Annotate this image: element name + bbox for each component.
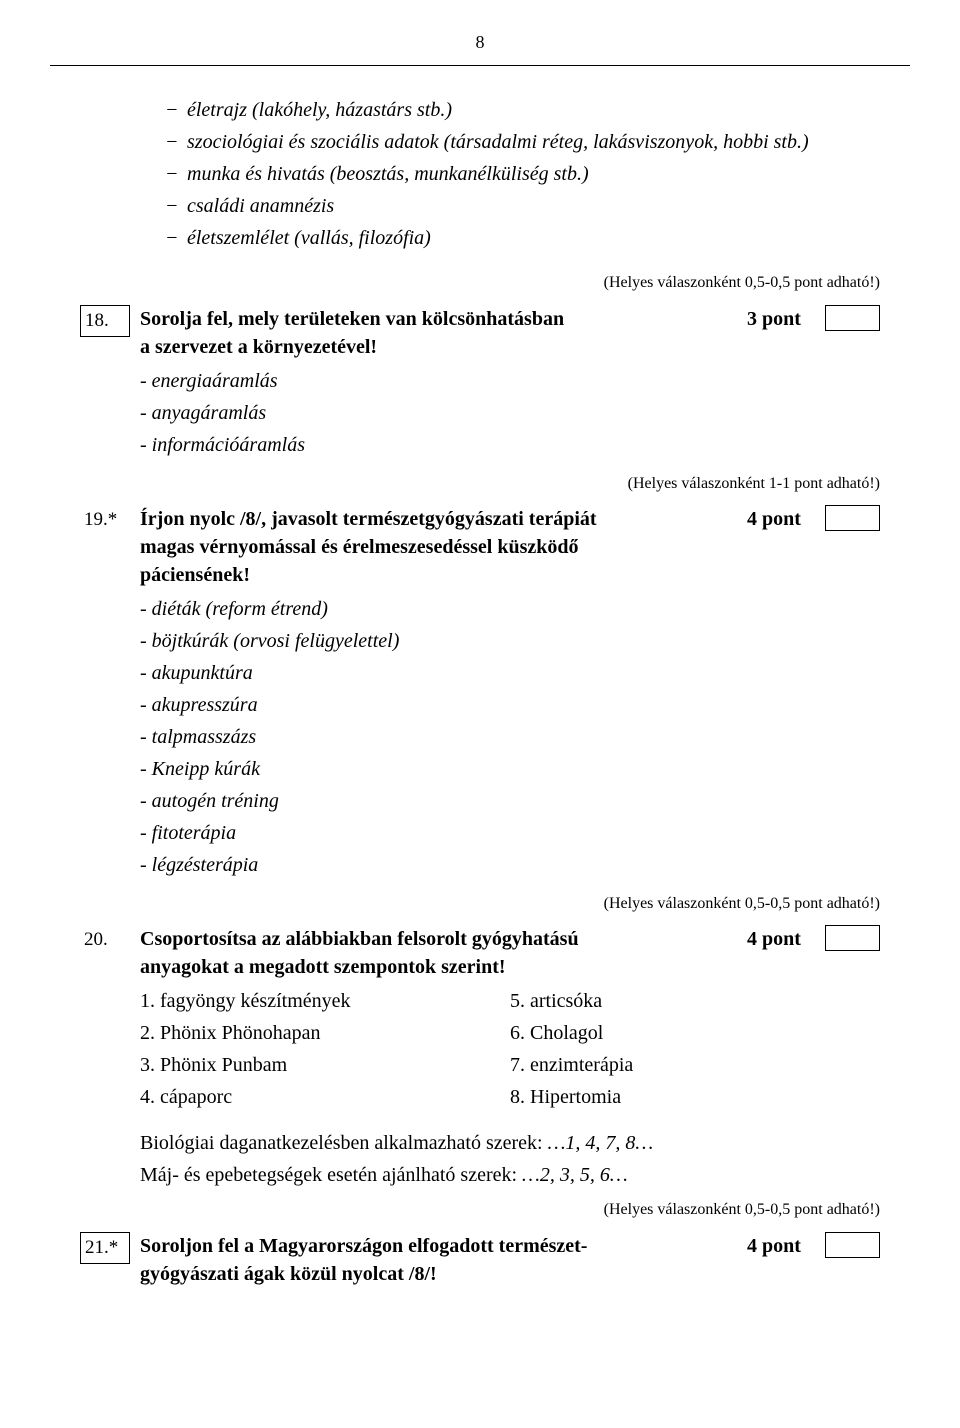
question-number: 18. xyxy=(80,305,130,338)
question-text: Sorolja fel, mely területeken van kölcsö… xyxy=(140,305,737,361)
question-points: 4 pont xyxy=(747,925,817,953)
score-box[interactable] xyxy=(825,305,880,331)
scoring-note: (Helyes válaszonként 0,5-0,5 pont adható… xyxy=(80,893,880,915)
question-number: 19.* xyxy=(80,505,130,536)
answer-line: Máj- és epebetegségek esetén ajánlható s… xyxy=(140,1161,880,1189)
intro-list: életrajz (lakóhely, házastárs stb.) szoc… xyxy=(165,96,880,252)
options-col-left: 1. fagyöngy készítmények 2. Phönix Phöno… xyxy=(140,987,510,1115)
option-item: 1. fagyöngy készítmények xyxy=(140,987,510,1015)
answer-item: - akupunktúra xyxy=(140,659,880,687)
options-col-right: 5. articsóka 6. Cholagol 7. enzimterápia… xyxy=(510,987,880,1115)
score-box[interactable] xyxy=(825,1232,880,1258)
scoring-note: (Helyes válaszonként 1-1 pont adható!) xyxy=(80,473,880,495)
question-19: 19.* Írjon nyolc /8/, javasolt természet… xyxy=(80,505,880,589)
question-21: 21.* Soroljon fel a Magyarországon elfog… xyxy=(80,1232,880,1288)
q-line: magas vérnyomással és érelmeszesedéssel … xyxy=(140,536,578,558)
answer-lines-20: Biológiai daganatkezelésben alkalmazható… xyxy=(140,1129,880,1189)
answer-item: - légzésterápia xyxy=(140,851,880,879)
answer-item: - információáramlás xyxy=(140,431,880,459)
answer-line: Biológiai daganatkezelésben alkalmazható… xyxy=(140,1129,880,1157)
q-line: Írjon nyolc /8/, javasolt természetgyógy… xyxy=(140,508,597,530)
intro-item: családi anamnézis xyxy=(165,192,880,220)
answer-label: Máj- és epebetegségek esetén ajánlható s… xyxy=(140,1164,517,1186)
answer-value: …1, 4, 7, 8… xyxy=(548,1132,654,1154)
score-box[interactable] xyxy=(825,925,880,951)
option-item: 6. Cholagol xyxy=(510,1019,880,1047)
answer-list-19: - diéták (reform étrend) - böjtkúrák (or… xyxy=(140,595,880,879)
question-points: 4 pont xyxy=(747,1232,817,1260)
intro-item: munka és hivatás (beosztás, munkanélküli… xyxy=(165,160,880,188)
q-line: anyagokat a megadott szempontok szerint! xyxy=(140,956,506,978)
answer-item: - Kneipp kúrák xyxy=(140,755,880,783)
answer-item: - talpmasszázs xyxy=(140,723,880,751)
page-number: 8 xyxy=(80,30,880,55)
intro-item: életszemlélet (vallás, filozófia) xyxy=(165,224,880,252)
q-line: gyógyászati ágak közül nyolcat /8/! xyxy=(140,1263,437,1285)
question-number: 20. xyxy=(80,925,130,956)
option-item: 5. articsóka xyxy=(510,987,880,1015)
question-20: 20. Csoportosítsa az alábbiakban felsoro… xyxy=(80,925,880,981)
option-item: 7. enzimterápia xyxy=(510,1051,880,1079)
answer-item: - böjtkúrák (orvosi felügyelettel) xyxy=(140,627,880,655)
answer-item: - fitoterápia xyxy=(140,819,880,847)
answer-item: - akupresszúra xyxy=(140,691,880,719)
answer-item: - autogén tréning xyxy=(140,787,880,815)
option-item: 4. cápaporc xyxy=(140,1083,510,1111)
q-line: a szervezet a környezetével! xyxy=(140,336,377,358)
answer-label: Biológiai daganatkezelésben alkalmazható… xyxy=(140,1132,543,1154)
option-item: 2. Phönix Phönohapan xyxy=(140,1019,510,1047)
option-item: 8. Hipertomia xyxy=(510,1083,880,1111)
answer-item: - energiaáramlás xyxy=(140,367,880,395)
answer-value: …2, 3, 5, 6… xyxy=(522,1164,628,1186)
scoring-note: (Helyes válaszonként 0,5-0,5 pont adható… xyxy=(80,1199,880,1221)
score-box[interactable] xyxy=(825,505,880,531)
question-18: 18. Sorolja fel, mely területeken van kö… xyxy=(80,305,880,361)
answer-item: - diéták (reform étrend) xyxy=(140,595,880,623)
options-columns: 1. fagyöngy készítmények 2. Phönix Phöno… xyxy=(140,987,880,1115)
q-line: páciensének! xyxy=(140,564,250,586)
q-line: Soroljon fel a Magyarországon elfogadott… xyxy=(140,1235,587,1257)
divider xyxy=(50,65,910,66)
q-line: Sorolja fel, mely területeken van kölcsö… xyxy=(140,308,564,330)
intro-item: életrajz (lakóhely, házastárs stb.) xyxy=(165,96,880,124)
intro-item: szociológiai és szociális adatok (társad… xyxy=(165,128,880,156)
scoring-note: (Helyes válaszonként 0,5-0,5 pont adható… xyxy=(80,272,880,294)
answer-item: - anyagáramlás xyxy=(140,399,880,427)
answer-list-18: - energiaáramlás - anyagáramlás - inform… xyxy=(140,367,880,459)
option-item: 3. Phönix Punbam xyxy=(140,1051,510,1079)
question-text: Soroljon fel a Magyarországon elfogadott… xyxy=(140,1232,737,1288)
question-text: Írjon nyolc /8/, javasolt természetgyógy… xyxy=(140,505,737,589)
question-points: 3 pont xyxy=(747,305,817,333)
question-points: 4 pont xyxy=(747,505,817,533)
question-number: 21.* xyxy=(80,1232,130,1265)
question-text: Csoportosítsa az alábbiakban felsorolt g… xyxy=(140,925,737,981)
q-line: Csoportosítsa az alábbiakban felsorolt g… xyxy=(140,928,579,950)
